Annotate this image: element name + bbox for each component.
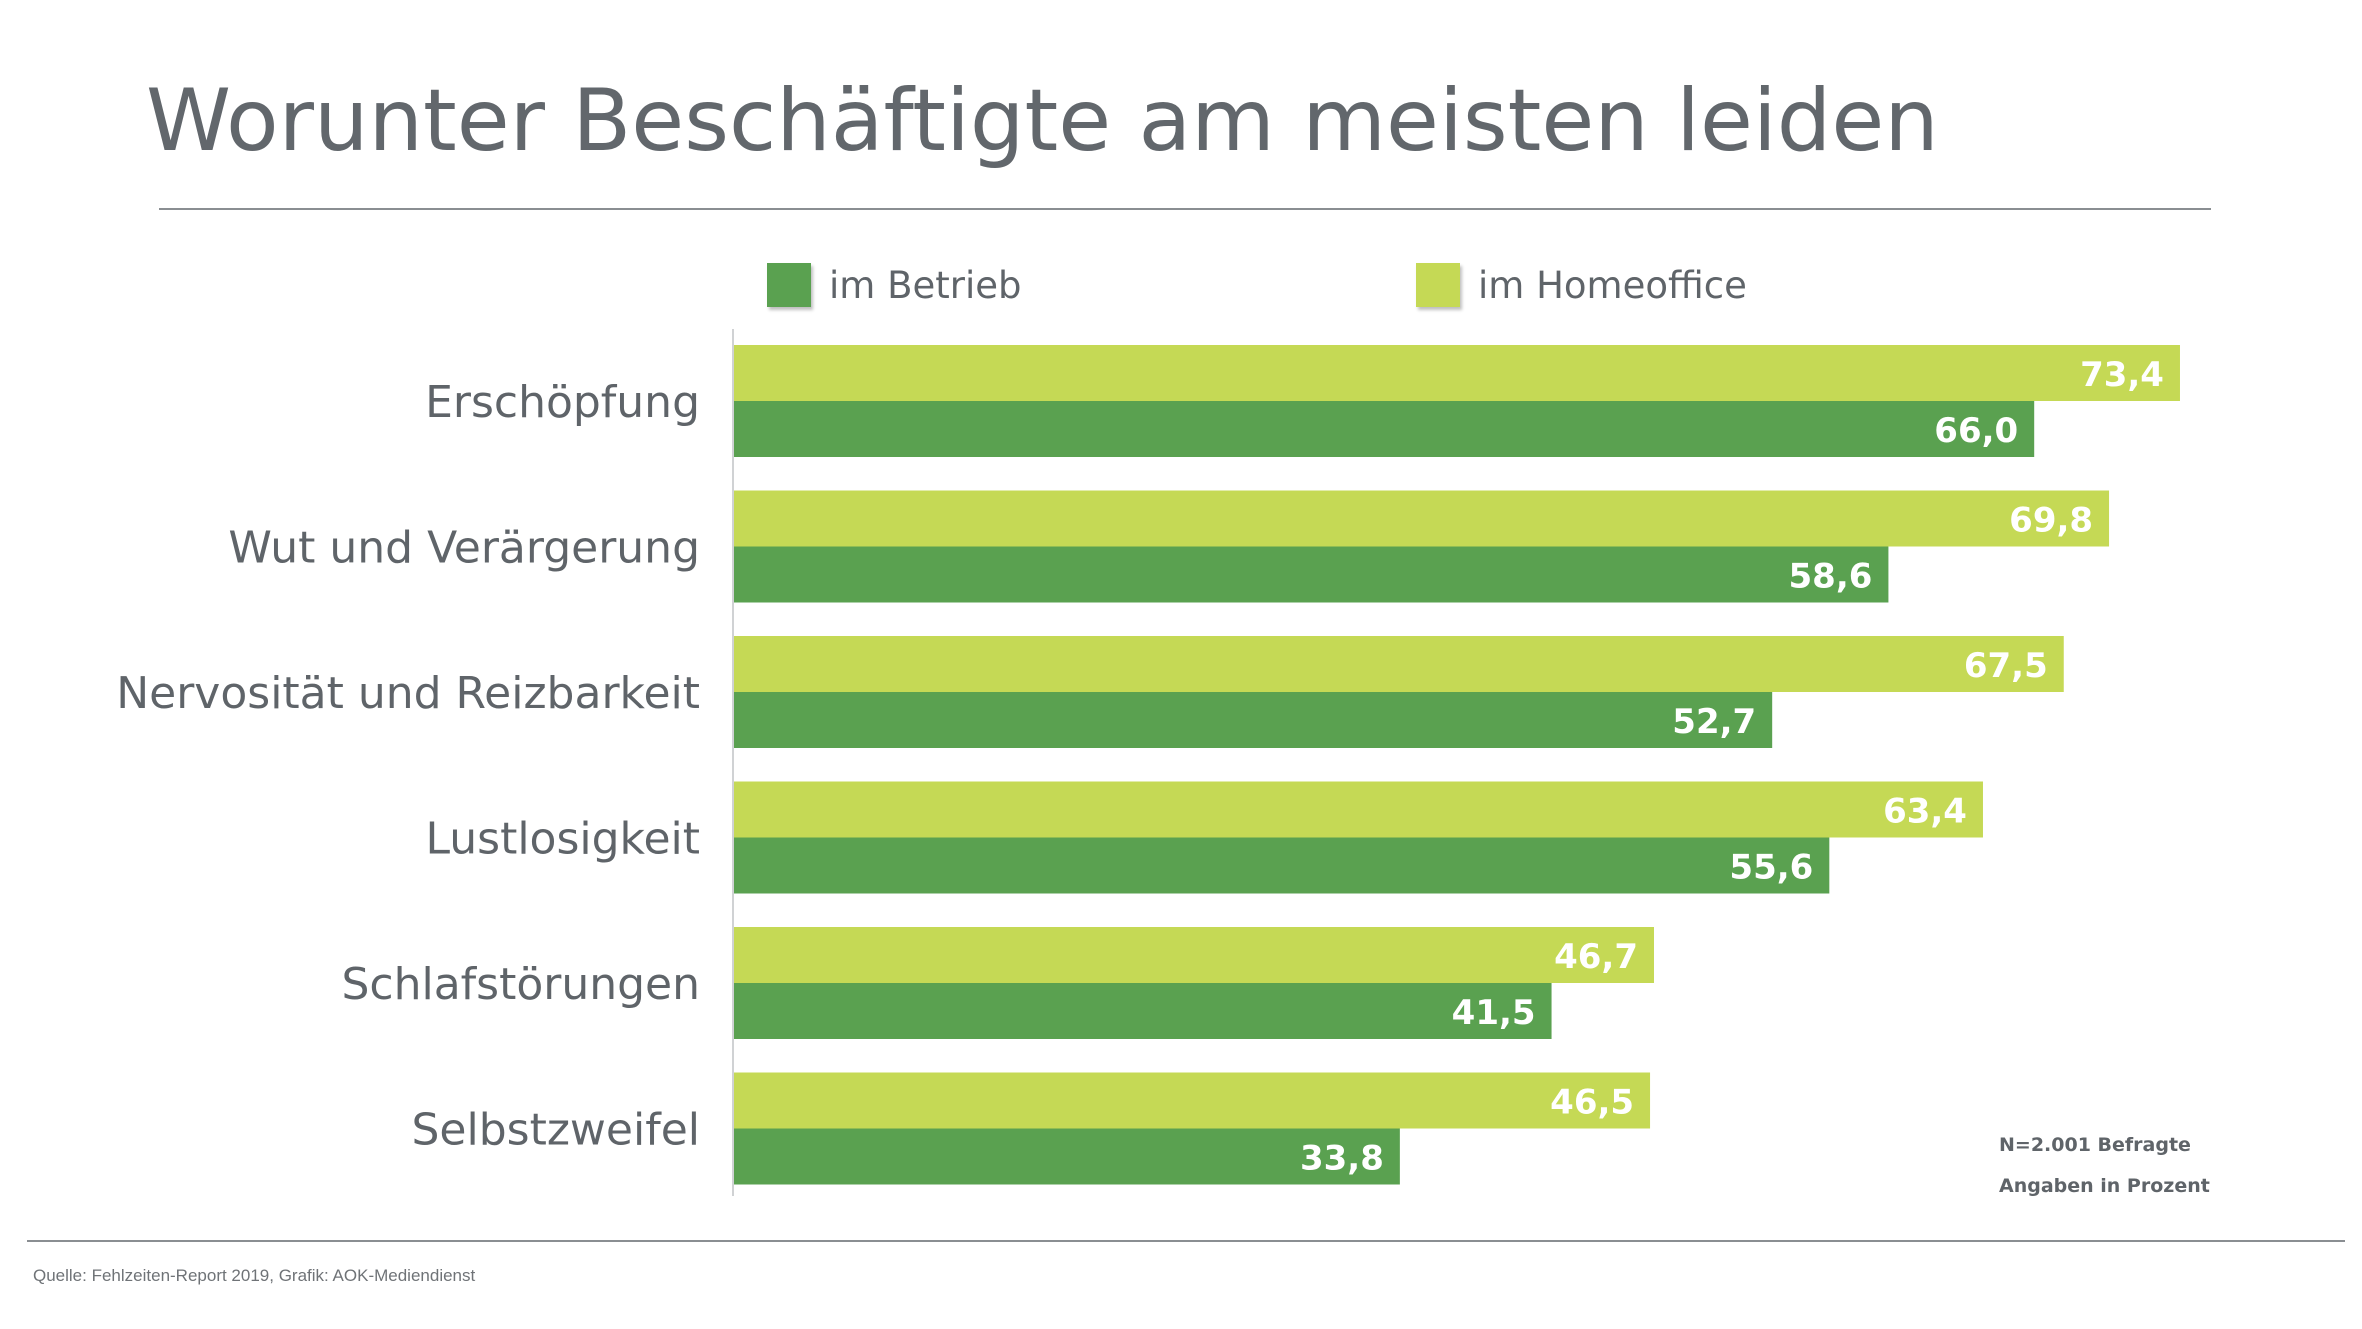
category-label: Lustlosigkeit [426, 814, 700, 865]
legend-swatch-betrieb [767, 263, 811, 307]
bar-betrieb [734, 692, 1773, 748]
data-label: 46,5 [1550, 1083, 1634, 1123]
bar-homeoffice [734, 345, 2180, 401]
data-label: 46,7 [1554, 937, 1638, 977]
data-label: 58,6 [1789, 557, 1873, 597]
legend-label-homeoffice: im Homeoffice [1478, 263, 1747, 307]
category-label: Selbstzweifel [412, 1105, 701, 1156]
bar-betrieb [734, 983, 1552, 1039]
footer-divider [27, 1240, 2345, 1242]
bar-homeoffice [734, 927, 1654, 983]
category-label: Nervosität und Reizbarkeit [116, 668, 700, 719]
legend-swatch-homeoffice [1416, 263, 1460, 307]
bar-homeoffice [734, 1072, 1651, 1129]
title-divider [159, 208, 2211, 210]
bar-betrieb [734, 546, 1889, 603]
legend-item-betrieb: im Betrieb [767, 263, 1021, 307]
category-label: Wut und Verärgerung [228, 523, 700, 574]
bar-betrieb [734, 1128, 1400, 1185]
source-text: Quelle: Fehlzeiten-Report 2019, Grafik: … [33, 1266, 476, 1285]
data-label: 55,6 [1729, 848, 1813, 888]
legend-item-homeoffice: im Homeoffice [1416, 263, 1747, 307]
legend-label-betrieb: im Betrieb [829, 263, 1022, 307]
bar-homeoffice [734, 781, 1983, 838]
bar-betrieb [734, 401, 2035, 457]
data-label: 69,8 [2009, 501, 2093, 541]
data-label: 63,4 [1883, 792, 1967, 832]
sample-note: N=2.001 Befragte [1999, 1134, 2191, 1156]
data-label: 73,4 [2080, 355, 2164, 395]
bar-betrieb [734, 837, 1830, 894]
data-label: 33,8 [1300, 1139, 1384, 1179]
bar-homeoffice [734, 490, 2110, 547]
unit-note: Angaben in Prozent [1999, 1175, 2210, 1197]
bar-homeoffice [734, 636, 2064, 692]
data-label: 41,5 [1452, 993, 1536, 1033]
data-label: 67,5 [1964, 646, 2048, 686]
data-label: 66,0 [1934, 411, 2018, 451]
category-label: Schlafstörungen [341, 959, 700, 1010]
data-label: 52,7 [1672, 702, 1756, 742]
category-label: Erschöpfung [425, 377, 700, 428]
chart-title: Worunter Beschäftigte am meisten leiden [146, 71, 1939, 171]
